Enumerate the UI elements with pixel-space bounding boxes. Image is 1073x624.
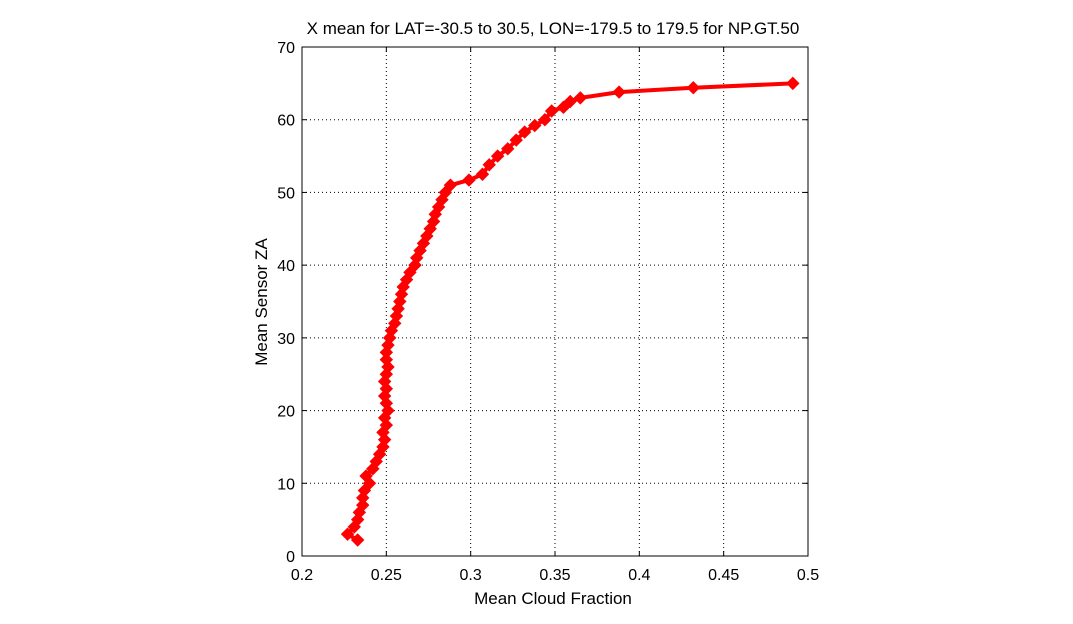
data-point-marker	[528, 118, 542, 133]
data-point-marker	[501, 142, 515, 156]
y-tick-label: 50	[277, 185, 295, 202]
data-point-marker	[350, 533, 365, 547]
y-tick-label: 20	[277, 404, 295, 421]
y-tick-label: 40	[277, 258, 295, 275]
y-tick-label: 60	[277, 113, 295, 130]
data-point-marker	[686, 81, 701, 95]
data-point-marker	[356, 498, 370, 512]
data-point-marker	[475, 167, 490, 181]
y-tick-label: 30	[277, 331, 295, 348]
data-point-marker	[517, 125, 532, 139]
data-point-marker	[359, 469, 373, 483]
axes-border	[301, 46, 809, 557]
y-tick-label: 10	[277, 476, 295, 493]
data-point-marker	[544, 104, 559, 118]
y-axis-label: Mean Sensor ZA	[252, 238, 271, 366]
x-tick-label: 0.4	[628, 567, 650, 584]
data-point-marker	[462, 173, 476, 187]
data-point-marker	[563, 94, 577, 109]
chart-title: X mean for LAT=-30.5 to 30.5, LON=-179.5…	[307, 19, 800, 38]
x-tick-label: 0.45	[708, 567, 739, 584]
data-series	[340, 76, 800, 547]
x-tick-label: 0.5	[797, 567, 819, 584]
x-tick-label: 0.35	[539, 567, 570, 584]
data-point-marker	[538, 113, 552, 127]
x-tick-label: 0.2	[291, 567, 313, 584]
data-point-marker	[509, 133, 523, 147]
data-point-marker	[340, 527, 355, 541]
x-tick-label: 0.3	[460, 567, 482, 584]
axis-ticks: 0.2 0.25 0.3 0.35 0.4 0.45 0.5 0 10 20 30 40 50 60 70	[277, 40, 819, 584]
x-axis-label: Mean Cloud Fraction	[474, 589, 632, 608]
data-point-marker	[786, 76, 800, 91]
y-tick-label: 70	[277, 40, 295, 57]
data-point-marker	[573, 91, 588, 105]
data-point-marker	[482, 158, 496, 172]
x-tick-label: 0.25	[371, 567, 402, 584]
data-point-marker	[379, 352, 394, 367]
y-tick-label: 0	[286, 549, 295, 566]
data-point-marker	[490, 149, 505, 163]
data-point-marker	[443, 178, 458, 192]
data-point-marker	[612, 85, 626, 99]
